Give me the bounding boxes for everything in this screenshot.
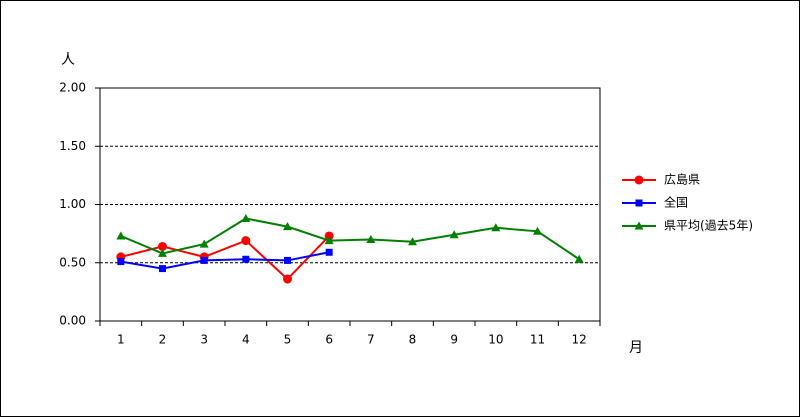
point — [116, 231, 126, 240]
x-tick-label: 1 — [117, 333, 125, 347]
y-tick-label: 0.00 — [59, 314, 86, 328]
point — [533, 226, 542, 235]
x-tick-label: 3 — [200, 333, 208, 347]
series-line — [120, 251, 330, 270]
legend-label: 広島県 — [664, 172, 700, 187]
point — [158, 241, 167, 251]
point — [449, 230, 459, 239]
point — [241, 213, 251, 222]
point — [324, 236, 334, 245]
y-tick-label: 1.00 — [59, 197, 86, 211]
point — [117, 258, 125, 266]
x-tick-label: 4 — [242, 333, 250, 347]
legend-label: 全国 — [664, 195, 688, 210]
point — [241, 236, 251, 246]
point — [325, 248, 333, 256]
legend-label: 県平均(過去5年) — [664, 219, 753, 233]
point — [366, 234, 376, 243]
series-line — [120, 217, 580, 261]
point — [634, 221, 644, 230]
x-tick-label: 11 — [530, 333, 545, 347]
point — [491, 223, 501, 232]
point — [159, 265, 166, 273]
x-tick-label: 8 — [409, 333, 417, 347]
x-tick-label: 2 — [159, 333, 167, 347]
x-axis-label: 月 — [629, 340, 643, 356]
y-axis-label: 人 — [61, 52, 75, 68]
point — [284, 256, 291, 264]
point — [324, 231, 334, 241]
point — [634, 175, 644, 185]
x-tick-label: 6 — [325, 333, 333, 347]
point — [242, 255, 250, 263]
point — [635, 199, 643, 207]
series-line — [120, 235, 330, 281]
x-tick-label: 7 — [367, 333, 375, 347]
x-tick-label: 12 — [572, 333, 587, 347]
y-tick-label: 1.50 — [59, 139, 86, 153]
point — [283, 274, 292, 284]
y-tick-label: 2.00 — [59, 81, 86, 95]
point — [158, 248, 167, 257]
point — [408, 237, 417, 246]
point — [200, 256, 208, 264]
x-tick-label: 5 — [284, 333, 292, 347]
x-tick-label: 10 — [488, 333, 503, 347]
y-tick-label: 0.50 — [59, 255, 86, 269]
x-tick-label: 9 — [450, 333, 458, 347]
point — [574, 254, 584, 263]
point — [199, 239, 209, 248]
point — [283, 222, 292, 231]
